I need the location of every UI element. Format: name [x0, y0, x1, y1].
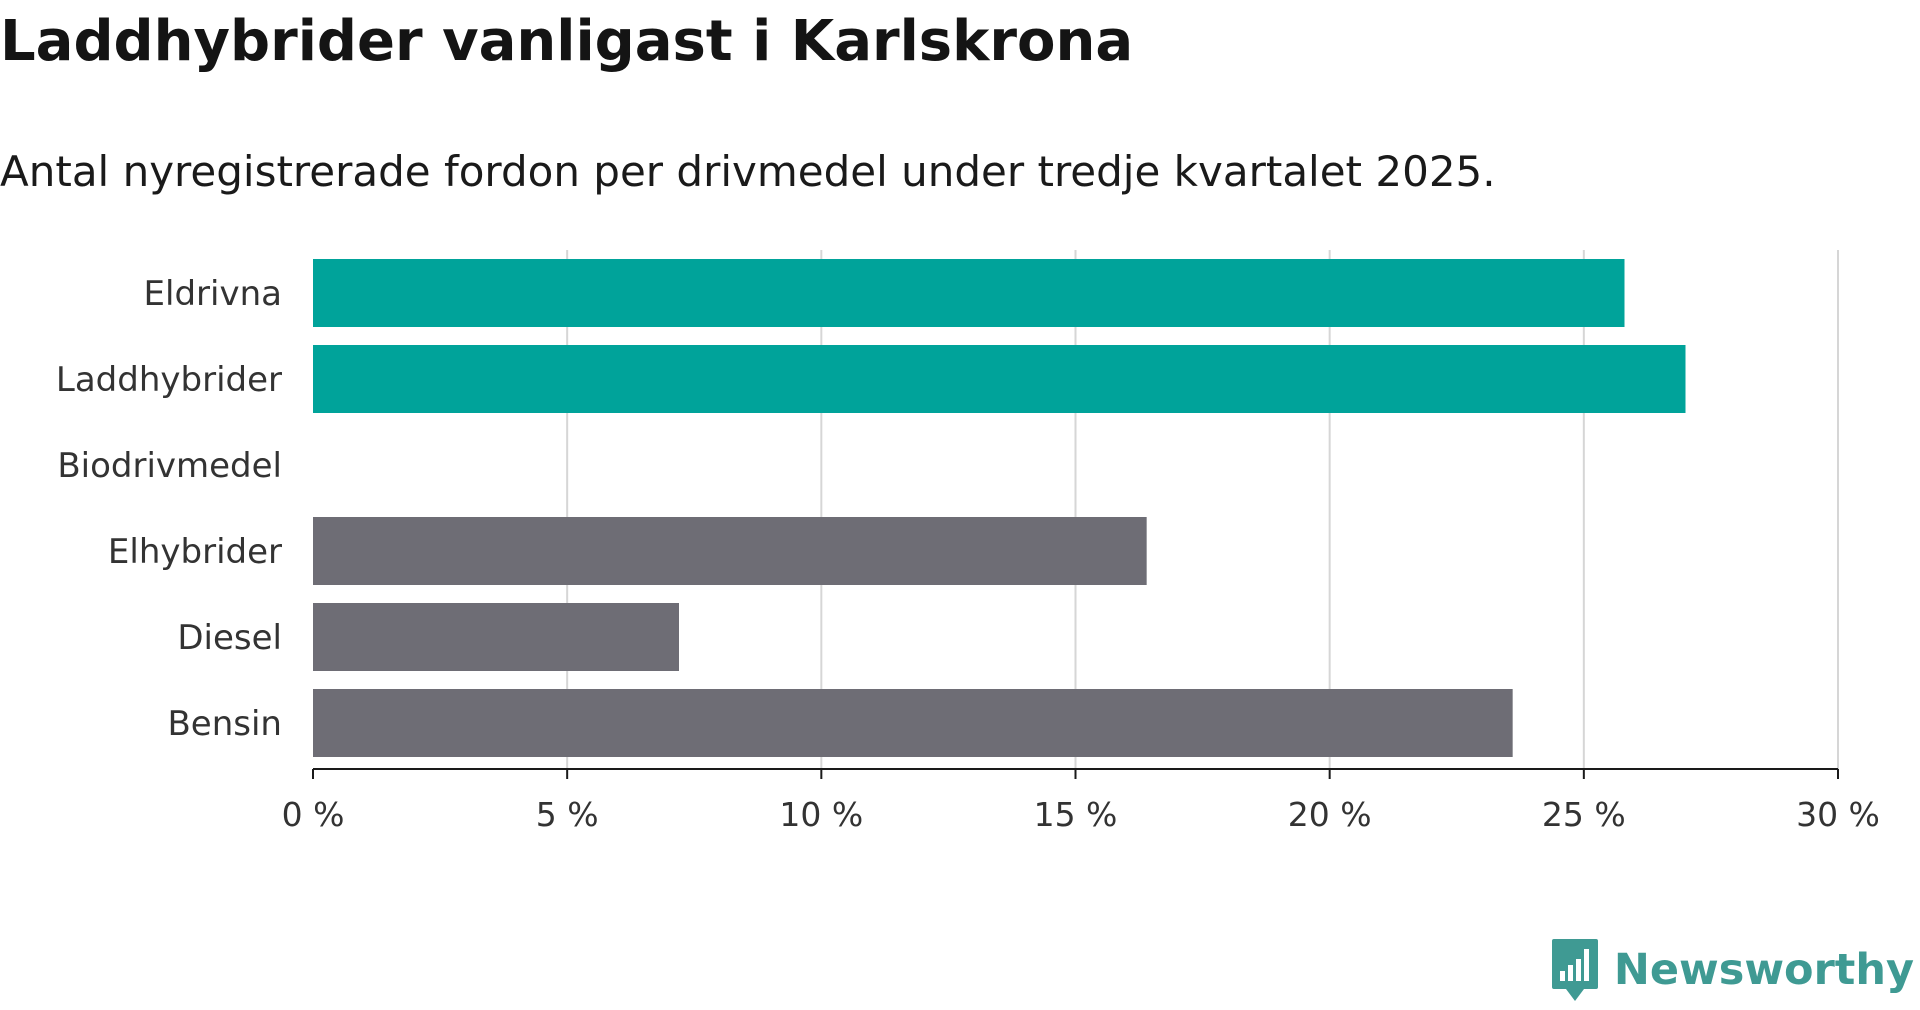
bar-laddhybrider	[313, 345, 1686, 413]
x-tick-label: 5 %	[536, 795, 599, 834]
bar-elhybrider	[313, 517, 1147, 585]
x-axis: 0 % 5 % 10 % 15 % 20 % 25 % 30 %	[282, 768, 1880, 834]
bar-eldrivna	[313, 259, 1625, 327]
category-label: Bensin	[167, 704, 282, 744]
bars	[313, 259, 1686, 757]
newsworthy-logo-icon	[1551, 939, 1598, 1001]
bar-chart: 0 % 5 % 10 % 15 % 20 % 25 % 30 % Eldrivna Laddh…	[56, 250, 1880, 834]
x-tick-label: 25 %	[1542, 795, 1626, 834]
gridlines	[566, 250, 1839, 769]
category-label: Biodrivmedel	[57, 446, 282, 486]
category-labels: Eldrivna Laddhybrider Biodrivmedel Elhybrid…	[56, 274, 282, 744]
bar-diesel	[313, 603, 679, 671]
category-label: Laddhybrider	[56, 360, 282, 400]
category-label: Diesel	[177, 618, 282, 658]
bar-bensin	[313, 689, 1513, 757]
x-tick-label: 15 %	[1034, 795, 1118, 834]
category-label: Eldrivna	[144, 274, 282, 314]
newsworthy-logo: Newsworthy	[1550, 930, 1914, 1010]
x-tick-label: 0 %	[282, 795, 345, 834]
category-label: Elhybrider	[108, 532, 282, 572]
chart-subtitle: Antal nyregistrerade fordon per drivmede…	[0, 147, 1496, 196]
x-tick-label: 10 %	[779, 795, 863, 834]
chart-title: Laddhybrider vanligast i Karlskrona	[0, 9, 1134, 74]
x-tick-label: 20 %	[1288, 795, 1372, 834]
brand-name: Newsworthy	[1613, 945, 1914, 995]
x-tick-label: 30 %	[1796, 795, 1880, 834]
